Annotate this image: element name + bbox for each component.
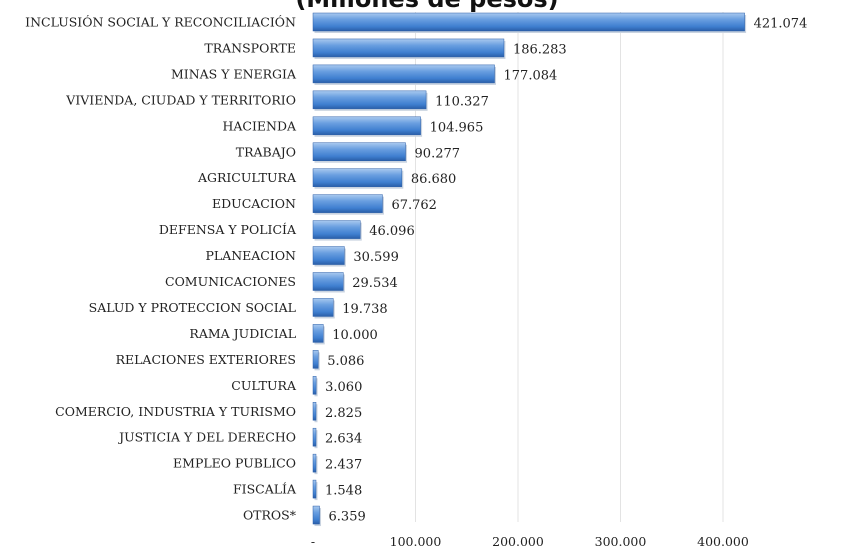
value-label: 5.086 <box>327 354 364 369</box>
bar <box>312 142 406 161</box>
bar <box>312 479 317 499</box>
value-label: 104.965 <box>430 120 484 135</box>
bar <box>312 12 745 32</box>
bar <box>312 194 383 213</box>
value-label: 421.074 <box>754 17 808 32</box>
category-label: AGRICULTURA <box>197 170 297 185</box>
category-label: OTROS* <box>243 508 297 523</box>
bar <box>312 38 505 58</box>
bar <box>312 116 421 136</box>
category-label: MINAS Y ENERGIA <box>171 66 297 81</box>
category-label: VIVIENDA, CIUDAD Y TERRITORIO <box>65 92 296 107</box>
bar <box>312 246 345 265</box>
bars-layer <box>312 12 747 527</box>
category-label: COMERCIO, INDUSTRIA Y TURISMO <box>55 404 296 419</box>
category-label: FISCALÍA <box>233 482 297 497</box>
x-tick-label: - <box>311 534 315 549</box>
category-label: COMUNICACIONES <box>165 274 296 289</box>
value-label: 67.762 <box>391 198 437 213</box>
value-label: 3.060 <box>325 380 362 395</box>
value-label: 46.096 <box>369 224 415 239</box>
category-label: TRABAJO <box>236 144 296 159</box>
category-label: JUSTICIA Y DEL DERECHO <box>117 430 296 445</box>
x-tick-label: 100.000 <box>390 534 442 549</box>
bar <box>312 168 403 187</box>
bar <box>312 272 344 291</box>
value-label: 1.548 <box>325 484 362 499</box>
bar <box>312 376 317 395</box>
category-label: EMPLEO PUBLICO <box>173 456 296 471</box>
grid-layer <box>415 12 724 522</box>
bar <box>312 90 427 110</box>
value-label: 19.738 <box>342 302 388 317</box>
value-label: 30.599 <box>353 250 399 265</box>
category-label: DEFENSA Y POLICÍA <box>159 222 297 237</box>
chart-title: (Millones de pesos) <box>295 0 558 13</box>
value-label: 10.000 <box>332 328 378 343</box>
category-label: PLANEACION <box>205 248 296 263</box>
bar <box>312 324 324 343</box>
bar <box>312 64 495 84</box>
value-label: 186.283 <box>513 42 567 57</box>
category-label: RELACIONES EXTERIORES <box>116 352 296 367</box>
bar <box>312 505 320 525</box>
category-label: CULTURA <box>231 378 297 393</box>
x-tick-label: 300.000 <box>595 534 647 549</box>
bar <box>312 350 319 369</box>
x-tick-label: 400.000 <box>697 534 749 549</box>
value-label: 177.084 <box>504 68 558 83</box>
value-label: 110.327 <box>435 94 489 109</box>
category-label: INCLUSIÓN SOCIAL Y RECONCILIACIÓN <box>25 14 296 30</box>
x-tick-label: 200.000 <box>492 534 544 549</box>
value-label: 2.825 <box>325 406 362 421</box>
bar <box>312 453 317 473</box>
value-label: 86.680 <box>411 172 457 187</box>
bar <box>312 220 361 239</box>
value-label: 90.277 <box>415 146 461 161</box>
bar <box>312 402 317 421</box>
category-label: TRANSPORTE <box>204 40 296 55</box>
category-label: HACIENDA <box>222 118 297 133</box>
category-label: EDUCACION <box>212 196 296 211</box>
bar <box>312 427 317 447</box>
labels-layer: INCLUSIÓN SOCIAL Y RECONCILIACIÓN 421.074… <box>25 14 807 525</box>
value-label: 2.634 <box>325 432 362 447</box>
category-label: RAMA JUDICIAL <box>189 326 296 341</box>
category-label: SALUD Y PROTECCION SOCIAL <box>89 300 296 315</box>
x-axis-ticks: - 100.000 200.000 300.000 400.000 <box>311 534 749 549</box>
bar <box>312 298 334 317</box>
value-label: 29.534 <box>352 276 398 291</box>
value-label: 6.359 <box>329 510 366 525</box>
value-label: 2.437 <box>325 458 362 473</box>
